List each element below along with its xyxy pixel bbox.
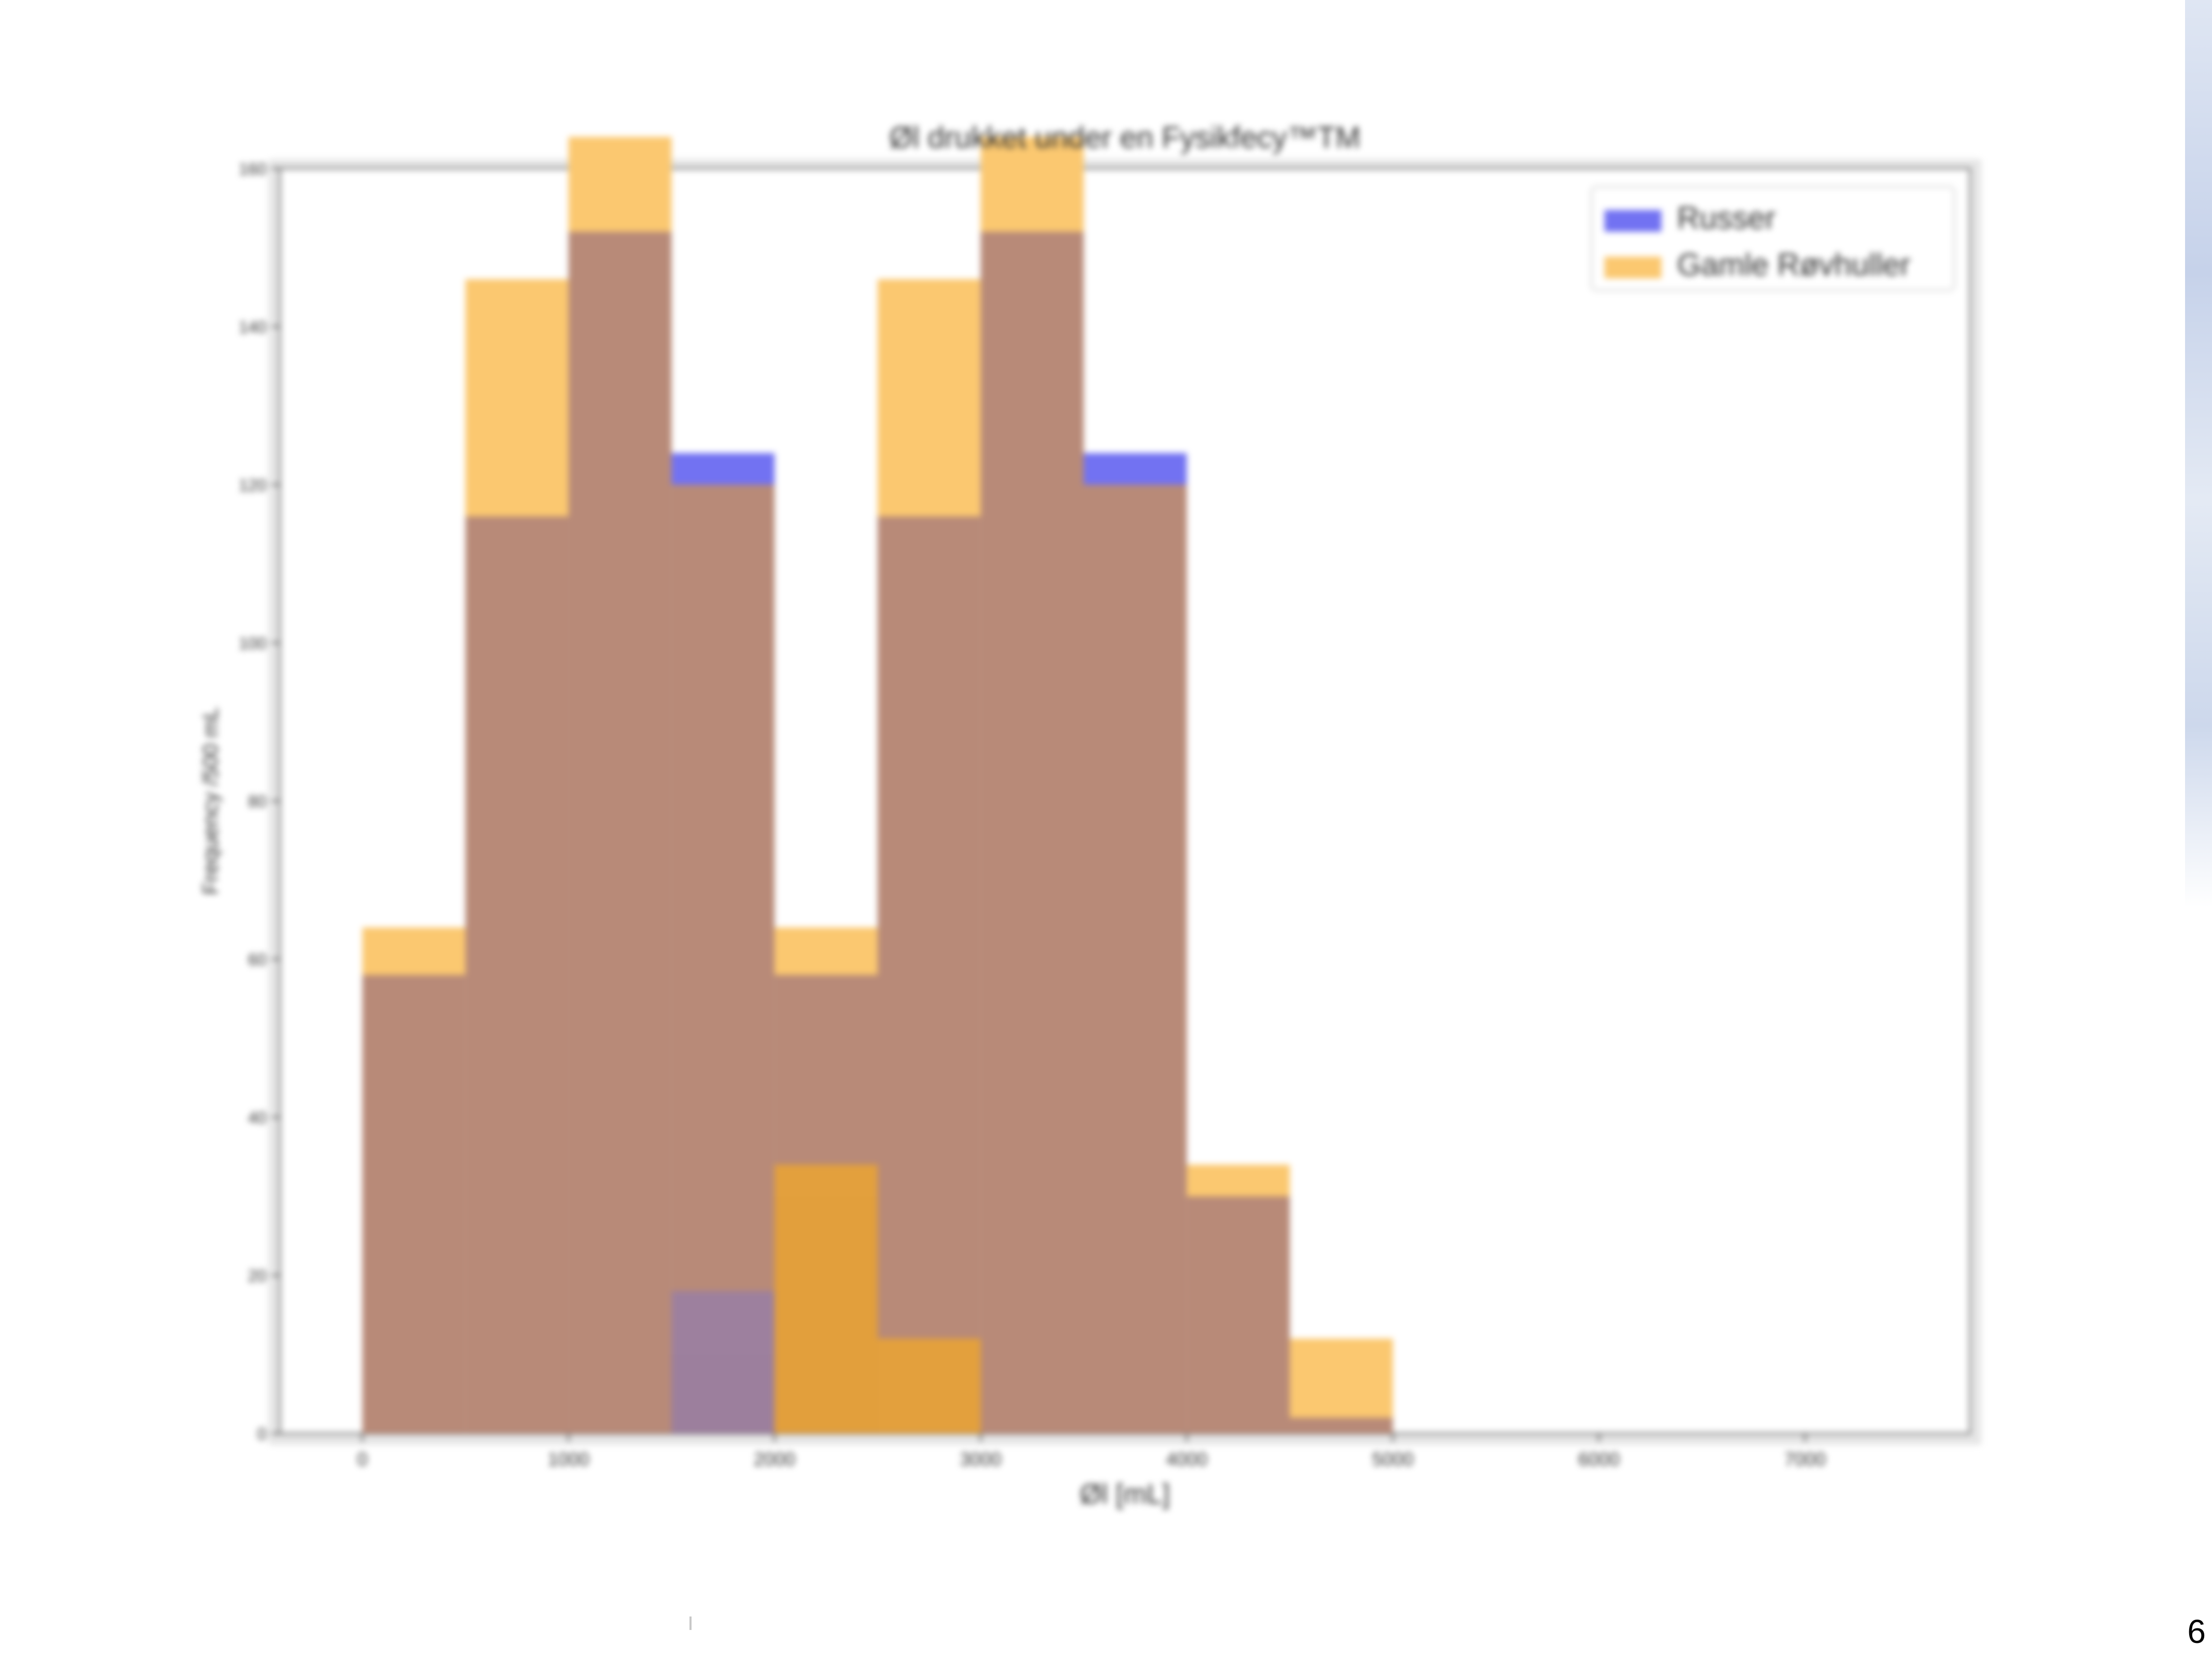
x-tick-label: 7000 — [1784, 1449, 1826, 1470]
y-tick-label: 160 — [239, 160, 266, 178]
legend-box — [1590, 186, 1955, 291]
histogram-bar-russer — [1083, 453, 1187, 485]
footer-mark — [689, 1616, 692, 1630]
legend-swatch — [1604, 210, 1661, 232]
y-axis-label: Frequency /500 mL — [198, 707, 222, 895]
y-tick-label: 60 — [248, 950, 266, 969]
histogram-bar-overlap — [568, 232, 672, 1433]
histogram-bar-gamle — [568, 137, 672, 232]
histogram-bar-extra — [774, 1164, 878, 1433]
y-tick-label: 100 — [239, 634, 266, 653]
y-tick-label: 0 — [257, 1425, 266, 1443]
x-tick-label: 6000 — [1578, 1449, 1619, 1470]
histogram-bar-gamle — [980, 137, 1084, 232]
legend-label: Russer — [1677, 201, 1776, 235]
histogram-bar-overlap — [1187, 1196, 1290, 1433]
y-tick-label: 80 — [248, 792, 266, 811]
y-tick-label: 20 — [248, 1267, 266, 1285]
histogram-bar-extra — [877, 1339, 981, 1433]
x-axis-label: Øl [mL] — [1080, 1479, 1170, 1510]
chart-title: Øl drukket under en Fysikfecy™TM — [890, 121, 1361, 154]
histogram-bar-overlap — [671, 485, 775, 1433]
histogram-bar-overlap — [362, 975, 466, 1433]
histogram-bar-gamle — [362, 927, 466, 975]
x-tick-label: 3000 — [960, 1449, 1002, 1470]
histogram-bar-gamle — [877, 279, 981, 516]
histogram-bar-gamle — [1290, 1339, 1393, 1418]
histogram-bar-extra — [671, 1291, 775, 1433]
y-tick-label: 120 — [239, 476, 266, 495]
y-tick-label: 40 — [248, 1108, 266, 1127]
x-tick-label: 2000 — [754, 1449, 795, 1470]
histogram-bar-gamle — [465, 279, 569, 516]
side-decoration — [2185, 0, 2212, 907]
y-tick-label: 140 — [239, 318, 266, 336]
legend-swatch — [1604, 257, 1661, 278]
histogram-bar-overlap — [877, 516, 981, 1433]
histogram-bar-gamle — [1187, 1164, 1290, 1197]
histogram-bar-overlap — [465, 516, 569, 1433]
histogram-bar-overlap — [1083, 485, 1187, 1433]
x-tick-label: 5000 — [1372, 1449, 1414, 1470]
x-tick-label: 4000 — [1166, 1449, 1207, 1470]
histogram-bar-russer — [671, 453, 775, 485]
histogram-bar-overlap — [1290, 1417, 1393, 1433]
x-tick-label: 1000 — [548, 1449, 589, 1470]
histogram-bar-overlap — [980, 232, 1084, 1433]
page-number: 6 — [2187, 1613, 2206, 1650]
x-tick-label: 0 — [357, 1449, 368, 1470]
legend-label: Gamle Røvhuller — [1677, 247, 1910, 282]
histogram-bar-gamle — [774, 927, 878, 975]
